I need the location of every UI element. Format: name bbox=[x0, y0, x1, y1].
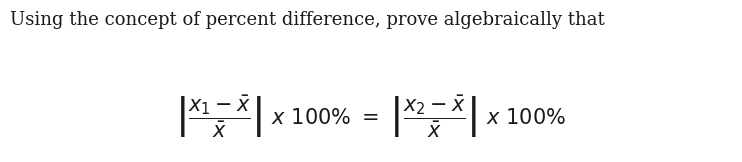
Text: Using the concept of percent difference, prove algebraically that: Using the concept of percent difference,… bbox=[10, 11, 605, 29]
Text: $\left|\dfrac{x_1 - \bar{x}}{\bar{x}}\right| \ x \ 100\% \ = \ \left|\dfrac{x_2 : $\left|\dfrac{x_1 - \bar{x}}{\bar{x}}\ri… bbox=[175, 93, 567, 140]
